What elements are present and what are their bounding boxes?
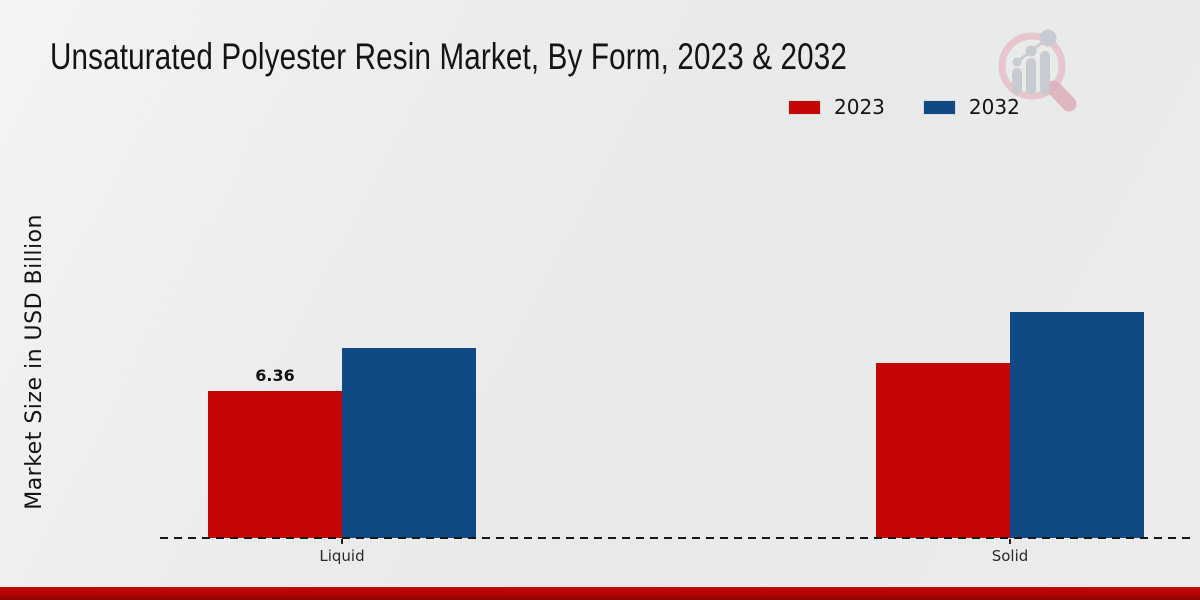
legend-item-2023: 2023	[788, 97, 885, 117]
legend-item-2032: 2032	[922, 95, 1020, 119]
legend-label: 2032	[968, 95, 1020, 119]
bar-value-label: 6.36	[255, 366, 295, 385]
legend-swatch-2032	[922, 99, 956, 115]
x-axis-tick	[1009, 539, 1011, 544]
footer-stripe	[0, 587, 1200, 600]
x-axis-baseline	[160, 537, 1192, 539]
bar-liquid-2023	[208, 391, 342, 538]
legend: 2023 2032	[788, 97, 1020, 117]
market-research-magnifier-logo-icon	[998, 29, 1077, 112]
bar-solid-2023	[876, 363, 1010, 538]
chart-title: Unsaturated Polyester Resin Market, By F…	[50, 36, 848, 77]
bar-liquid-2032	[342, 348, 476, 538]
x-axis-tick	[341, 539, 343, 544]
bar-solid-2032	[1010, 312, 1144, 538]
legend-swatch-2023	[788, 99, 821, 115]
legend-label: 2023	[834, 95, 885, 119]
x-axis-category-label: Liquid	[319, 547, 365, 565]
x-axis-category-label: Solid	[991, 547, 1029, 565]
